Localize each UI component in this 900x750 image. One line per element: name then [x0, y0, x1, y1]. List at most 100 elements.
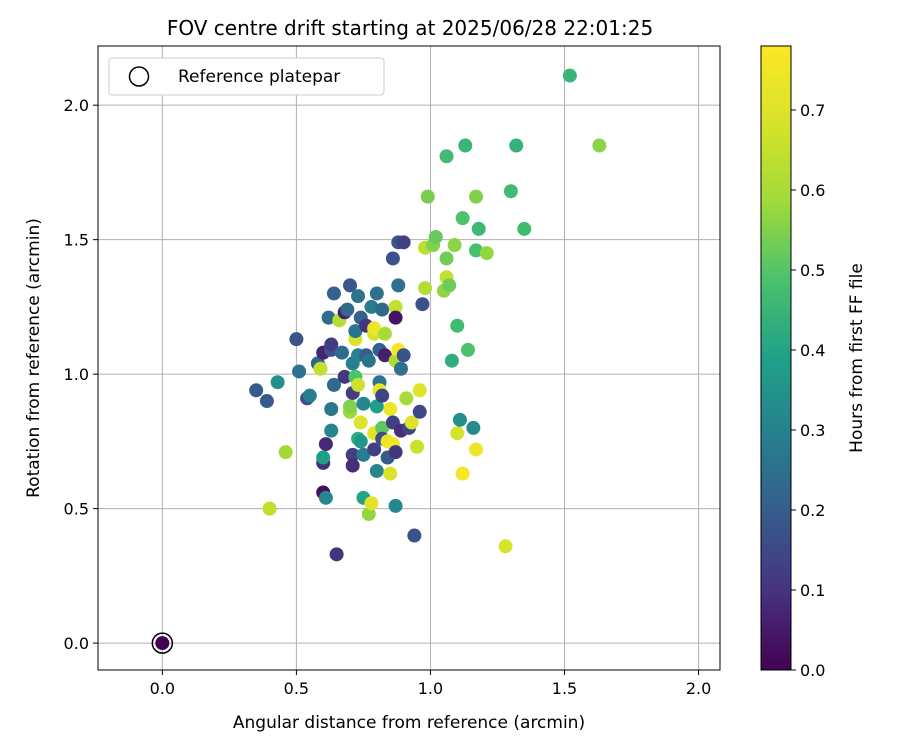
- data-point: [340, 302, 355, 317]
- data-point: [412, 383, 427, 398]
- data-point: [278, 445, 293, 460]
- data-point: [356, 447, 371, 462]
- data-points: [151, 68, 607, 654]
- data-point: [367, 321, 382, 336]
- data-point: [388, 310, 403, 325]
- data-point: [385, 251, 400, 266]
- colorbar-tick-label: 0.7: [800, 101, 825, 120]
- data-point: [302, 388, 317, 403]
- data-point: [517, 221, 532, 236]
- data-point: [369, 463, 384, 478]
- data-point: [353, 434, 368, 449]
- data-point: [420, 189, 435, 204]
- data-point: [466, 420, 481, 435]
- data-point: [396, 235, 411, 250]
- data-point: [348, 324, 363, 339]
- x-axis-label: Angular distance from reference (arcmin): [233, 713, 585, 733]
- data-point: [361, 507, 376, 521]
- data-point: [410, 439, 425, 454]
- data-point: [318, 490, 333, 505]
- data-point: [562, 68, 577, 83]
- data-point: [503, 184, 518, 199]
- colorbar-ticks: 0.0 0.1 0.2 0.3 0.4 0.5 0.6 0.7: [791, 101, 825, 680]
- data-point: [375, 302, 390, 317]
- y-tick-label: 0.0: [64, 634, 89, 653]
- data-point: [458, 138, 473, 153]
- data-point: [369, 399, 384, 414]
- data-point: [375, 420, 390, 435]
- data-point: [324, 402, 339, 417]
- y-tick-label: 2.0: [64, 96, 89, 115]
- data-point: [351, 289, 366, 304]
- x-tick-label: 0.5: [284, 679, 309, 698]
- x-tick-label: 1.5: [552, 679, 577, 698]
- data-point: [404, 415, 419, 430]
- data-point: [455, 211, 470, 226]
- data-point: [343, 399, 358, 414]
- colorbar-label: Hours from first FF file: [847, 263, 867, 453]
- data-point: [439, 251, 454, 266]
- data-point: [361, 353, 376, 368]
- data-point: [439, 149, 454, 164]
- data-point: [337, 369, 352, 384]
- data-point: [460, 342, 475, 357]
- data-point: [155, 636, 170, 651]
- data-point: [377, 348, 392, 363]
- chart-title: FOV centre drift starting at 2025/06/28 …: [167, 16, 653, 40]
- x-tick-label: 2.0: [686, 679, 711, 698]
- data-point: [318, 437, 333, 452]
- data-point: [364, 496, 379, 511]
- data-point: [367, 442, 382, 457]
- data-point: [364, 299, 379, 314]
- data-point: [383, 402, 398, 417]
- data-point: [469, 243, 484, 258]
- data-point: [353, 415, 368, 430]
- data-point: [351, 377, 366, 392]
- data-point: [369, 286, 384, 301]
- colorbar-tick-label: 0.4: [800, 341, 825, 360]
- data-point: [321, 310, 336, 325]
- data-point: [270, 375, 285, 390]
- legend: Reference platepar: [108, 57, 385, 96]
- data-point: [415, 297, 430, 312]
- data-point: [326, 377, 341, 392]
- x-tick-label: 0.0: [150, 679, 175, 698]
- data-point: [388, 498, 403, 513]
- data-point: [316, 450, 331, 465]
- data-point: [450, 426, 465, 441]
- colorbar-tick-label: 0.3: [800, 421, 825, 440]
- colorbar-tick-label: 0.1: [800, 581, 825, 600]
- colorbar-tick-label: 0.5: [800, 261, 825, 280]
- data-point: [509, 138, 524, 153]
- data-point: [388, 445, 403, 460]
- legend-label-reference-platepar: Reference platepar: [178, 67, 340, 87]
- y-tick-label: 1.5: [64, 231, 89, 250]
- colorbar: 0.0 0.1 0.2 0.3 0.4 0.5 0.6 0.7 Hours from firs…: [760, 45, 867, 680]
- x-tick-label: 1.0: [418, 679, 443, 698]
- data-point: [324, 423, 339, 438]
- gridlines: [98, 46, 720, 670]
- colorbar-tick-label: 0.0: [800, 661, 825, 680]
- data-point: [377, 326, 392, 341]
- data-point: [407, 528, 422, 543]
- data-point: [498, 539, 513, 554]
- plot-frame: [97, 45, 721, 671]
- data-point: [356, 396, 371, 411]
- data-point: [313, 361, 328, 376]
- data-point: [469, 442, 484, 457]
- data-point: [442, 278, 457, 293]
- data-point: [391, 278, 406, 293]
- colorbar-tick-label: 0.2: [800, 501, 825, 520]
- y-axis-label: Rotation from reference (arcmin): [24, 218, 44, 498]
- data-point: [455, 466, 470, 481]
- data-point: [343, 278, 358, 293]
- data-point: [592, 138, 607, 153]
- colorbar-tick-label: 0.6: [800, 181, 825, 200]
- colorbar-gradient: [760, 45, 792, 671]
- y-tick-label: 1.0: [64, 365, 89, 384]
- data-point: [334, 345, 349, 360]
- data-point: [345, 458, 360, 473]
- data-point: [399, 391, 414, 406]
- data-point: [469, 189, 484, 204]
